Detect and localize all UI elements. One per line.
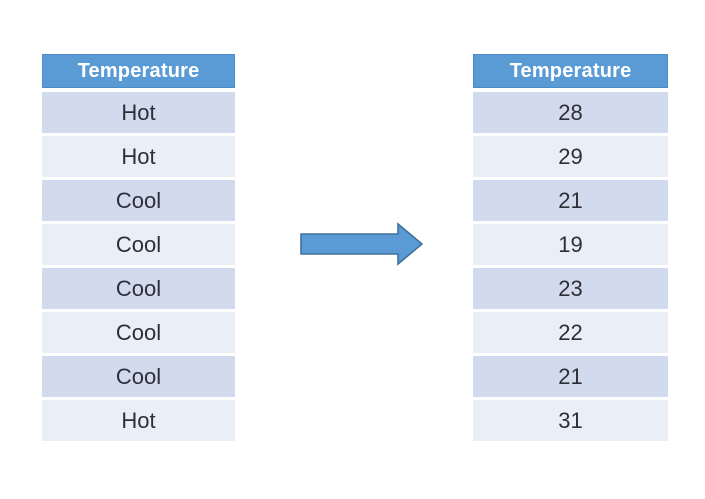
table-header: Temperature (473, 54, 668, 88)
table-row: Cool (42, 268, 235, 309)
table-row: Cool (42, 356, 235, 397)
numeric-temperature-table: Temperature 28 29 21 19 23 22 21 31 (473, 54, 668, 441)
table-row: 22 (473, 312, 668, 353)
table-row: 28 (473, 92, 668, 133)
table-row: 23 (473, 268, 668, 309)
table-row: Hot (42, 136, 235, 177)
categorical-temperature-table: Temperature Hot Hot Cool Cool Cool Cool … (42, 54, 235, 441)
table-row: Hot (42, 92, 235, 133)
table-row: Hot (42, 400, 235, 441)
table-row: 21 (473, 180, 668, 221)
table-row: Cool (42, 180, 235, 221)
table-header: Temperature (42, 54, 235, 88)
table-row: 29 (473, 136, 668, 177)
right-arrow-polygon (300, 222, 424, 266)
table-row: 19 (473, 224, 668, 265)
table-row: 31 (473, 400, 668, 441)
table-row: Cool (42, 224, 235, 265)
table-row: 21 (473, 356, 668, 397)
table-row: Cool (42, 312, 235, 353)
right-arrow-icon (300, 222, 424, 266)
